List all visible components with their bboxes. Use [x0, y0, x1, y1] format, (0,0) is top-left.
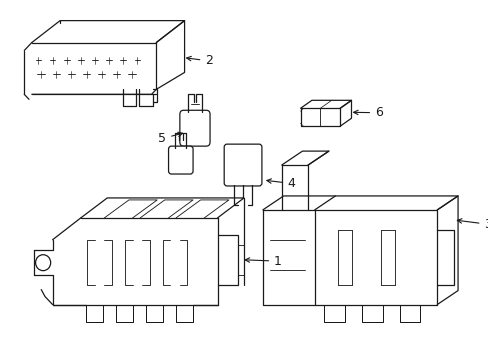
FancyBboxPatch shape — [180, 110, 210, 146]
FancyBboxPatch shape — [224, 144, 262, 186]
Text: 5: 5 — [158, 132, 182, 145]
Text: 2: 2 — [186, 54, 213, 67]
Text: 6: 6 — [353, 106, 382, 119]
FancyBboxPatch shape — [168, 146, 193, 174]
Text: 4: 4 — [266, 177, 295, 190]
Text: 1: 1 — [244, 255, 282, 268]
Text: 3: 3 — [456, 218, 488, 231]
